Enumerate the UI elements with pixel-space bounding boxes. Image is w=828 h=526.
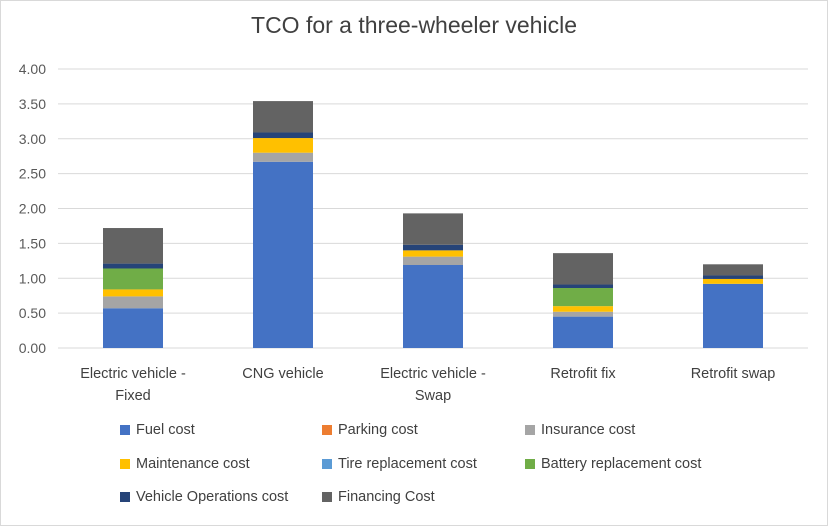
legend-label: Vehicle Operations cost (136, 489, 289, 505)
bar-segment-fuel-cost (253, 161, 313, 348)
legend-label: Tire replacement cost (338, 456, 477, 472)
x-category-label: Electric vehicle -Swap (380, 366, 486, 404)
y-tick-label: 1.00 (19, 270, 46, 286)
bar-segment-financing-cost (553, 253, 613, 285)
legend-label: Insurance cost (541, 422, 636, 438)
bar-segment-maintenance-cost (553, 306, 613, 312)
legend-label: Maintenance cost (136, 456, 250, 472)
y-tick-label: 2.00 (19, 201, 46, 217)
legend-item: Financing Cost (322, 489, 435, 505)
bar-segment-insurance-cost (253, 152, 313, 162)
x-category-label: Electric vehicle -Fixed (80, 366, 186, 404)
legend-item: Insurance cost (525, 422, 635, 438)
bar-segment-fuel-cost (403, 264, 463, 348)
legend-item: Battery replacement cost (525, 456, 701, 472)
legend-swatch (120, 459, 130, 469)
y-tick-label: 0.00 (19, 340, 46, 356)
y-tick-label: 4.00 (19, 61, 46, 77)
bar-segment-maintenance-cost (253, 138, 313, 153)
bar-segment-insurance-cost (403, 256, 463, 265)
legend-swatch (322, 459, 332, 469)
y-tick-label: 3.50 (19, 96, 46, 112)
y-tick-label: 1.50 (19, 235, 46, 251)
legend-label: Parking cost (338, 422, 418, 438)
legend-item: Fuel cost (120, 422, 195, 438)
bar-segment-fuel-cost (103, 308, 163, 348)
y-tick-label: 3.00 (19, 131, 46, 147)
bar-segment-vehicle-operations-cost (553, 284, 613, 289)
bar-segment-financing-cost (253, 101, 313, 133)
bar-segment-maintenance-cost (403, 250, 463, 257)
x-category-label: Retrofit swap (691, 366, 776, 382)
bar-segment-vehicle-operations-cost (403, 244, 463, 251)
bar-segment-financing-cost (103, 228, 163, 264)
legend-item: Parking cost (322, 422, 418, 438)
bar-segment-maintenance-cost (103, 289, 163, 297)
bar-segment-fuel-cost (703, 283, 763, 348)
bar-segment-battery-replacement-cost (553, 288, 613, 307)
legend-swatch (120, 492, 130, 502)
bar-segment-insurance-cost (103, 296, 163, 309)
legend-swatch (120, 425, 130, 435)
y-tick-label: 0.50 (19, 305, 46, 321)
bar-segment-vehicle-operations-cost (103, 263, 163, 269)
legend-item: Vehicle Operations cost (120, 489, 288, 505)
legend-swatch (322, 425, 332, 435)
legend-swatch (525, 459, 535, 469)
bar-segment-insurance-cost (553, 311, 613, 317)
x-category-label: CNG vehicle (242, 366, 323, 382)
chart-title: TCO for a three-wheeler vehicle (251, 12, 577, 38)
legend-item: Tire replacement cost (322, 456, 477, 472)
bar-segment-fuel-cost (553, 316, 613, 348)
x-category-label: Retrofit fix (550, 366, 616, 382)
legend-item: Maintenance cost (120, 456, 250, 472)
bar-segment-vehicle-operations-cost (703, 275, 763, 279)
legend-label: Fuel cost (136, 422, 195, 438)
bar-segment-vehicle-operations-cost (253, 132, 313, 139)
legend-swatch (525, 425, 535, 435)
bar-segment-financing-cost (403, 213, 463, 245)
legend-label: Battery replacement cost (541, 456, 702, 472)
legend-swatch (322, 492, 332, 502)
bar-segment-financing-cost (703, 264, 763, 276)
bar-segment-maintenance-cost (703, 278, 763, 284)
bar-segment-battery-replacement-cost (103, 268, 163, 290)
legend-label: Financing Cost (338, 489, 435, 505)
y-tick-label: 2.50 (19, 166, 46, 182)
